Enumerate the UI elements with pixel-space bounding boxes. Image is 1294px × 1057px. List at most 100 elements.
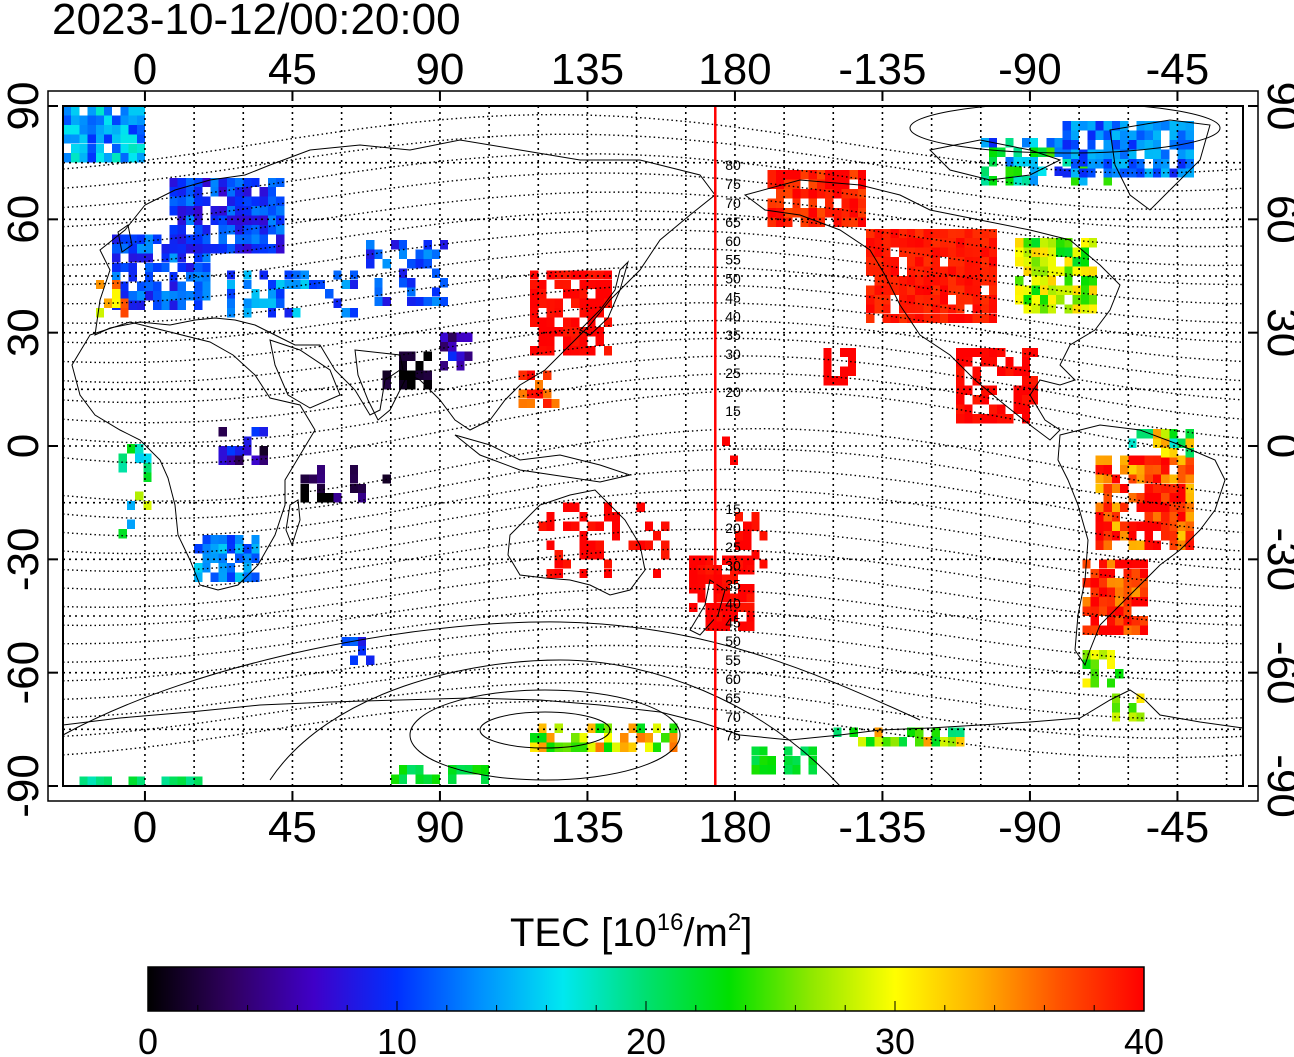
tec-cell <box>1161 149 1170 159</box>
tec-cell <box>251 553 260 564</box>
tec-cell <box>235 572 244 582</box>
tec-cell <box>636 502 645 513</box>
tec-cell <box>831 376 840 386</box>
tec-cell <box>579 568 588 579</box>
tec-cell <box>730 593 739 603</box>
tec-cell <box>194 300 203 310</box>
tec-cell <box>1128 140 1137 150</box>
tec-cell <box>1185 455 1194 465</box>
tec-cell <box>980 238 989 248</box>
tec-cell <box>579 512 588 522</box>
tec-cell <box>697 574 706 584</box>
tec-cell <box>267 196 277 207</box>
lat-label-left: -30 <box>0 528 48 592</box>
tec-cell <box>1021 366 1030 377</box>
tec-cell <box>112 234 121 244</box>
tec-cell <box>1169 521 1178 531</box>
tec-cell <box>989 294 998 305</box>
tec-cell <box>1169 429 1178 439</box>
tec-cell <box>1072 247 1081 258</box>
tec-cell <box>738 621 747 632</box>
tec-cell <box>95 776 104 786</box>
tec-cell <box>538 723 547 734</box>
tec-cell <box>980 313 989 324</box>
tec-cell <box>112 298 121 309</box>
mlat-contour <box>63 700 1243 759</box>
tec-cell <box>989 147 998 157</box>
tec-cell <box>1021 175 1030 186</box>
mlat-label-group: 80 75 70 65 60 55 50 45 40 35 30 25 20 15 15 20 25 30 35 40… <box>725 157 741 744</box>
tec-cell <box>1128 149 1137 159</box>
tec-cell <box>1021 157 1030 167</box>
tec-cell <box>259 243 268 254</box>
tec-cell <box>1021 357 1030 367</box>
tec-cell <box>1023 294 1032 305</box>
tec-cell <box>1039 285 1048 295</box>
tec-cell <box>1056 294 1065 305</box>
tec-cell <box>898 294 907 305</box>
tec-cell <box>980 413 989 424</box>
tec-cell <box>1103 512 1112 522</box>
tec-cell <box>136 124 145 135</box>
tec-cell <box>1090 625 1099 635</box>
tec-cell <box>603 345 612 356</box>
tec-cell <box>267 289 277 299</box>
tec-cell <box>554 327 563 337</box>
tec-cell <box>816 208 826 218</box>
tec-cell <box>628 723 637 734</box>
tec-cell <box>1111 474 1121 484</box>
tec-cell <box>751 755 760 766</box>
tec-cell <box>730 455 739 465</box>
tec-cell <box>890 266 899 276</box>
lon-label-top: -45 <box>1146 45 1210 94</box>
tec-cell <box>1123 568 1132 579</box>
tec-cell <box>923 736 932 747</box>
tec-cell <box>713 612 722 622</box>
tec-cell <box>997 147 1006 157</box>
tec-cell <box>644 742 653 752</box>
tec-cell <box>705 621 714 632</box>
tec-cell <box>185 206 195 216</box>
tec-cell <box>1090 668 1099 679</box>
tec-cell <box>526 370 535 380</box>
tec-cell <box>1152 121 1162 131</box>
tec-cell <box>194 776 203 786</box>
tec-cell <box>135 444 144 454</box>
tec-cell <box>956 247 965 258</box>
tec-cell <box>55 125 63 134</box>
map-plot-area: 80 75 70 65 60 55 50 45 40 35 30 25 20 15 15 20 25 30 35 40… <box>47 90 1259 802</box>
tec-cell <box>823 376 832 386</box>
tec-cell <box>267 243 277 254</box>
tec-cell <box>989 385 998 395</box>
tec-cell <box>95 153 104 163</box>
tec-cell <box>464 332 473 343</box>
tec-cell <box>980 395 989 405</box>
tec-cell <box>915 313 924 324</box>
tec-cell <box>587 327 596 337</box>
tec-cell <box>267 279 277 290</box>
tec-cell <box>259 225 268 235</box>
tec-cell <box>104 134 113 144</box>
tec-cell <box>956 413 965 424</box>
tec-cell <box>143 472 152 482</box>
tec-cell <box>767 755 776 766</box>
tec-cell <box>161 262 170 273</box>
tec-cell <box>989 228 998 239</box>
tec-cell <box>759 559 768 569</box>
colorbar-tick-label: 20 <box>626 1021 666 1057</box>
tec-cell <box>1115 559 1124 569</box>
tec-cell <box>374 249 383 259</box>
tec-cell <box>697 593 706 603</box>
tec-cell <box>800 746 809 756</box>
tec-cell <box>1107 659 1116 669</box>
tec-cell <box>439 361 449 371</box>
tec-cell <box>95 124 104 135</box>
mlat-label: 25 <box>725 539 741 555</box>
tec-cell <box>792 765 801 775</box>
tec-cell <box>989 238 998 248</box>
tec-cell <box>857 189 867 199</box>
tec-cell <box>1023 285 1032 295</box>
tec-cell <box>866 247 875 258</box>
tec-cell <box>1046 138 1055 148</box>
tec-cell <box>808 179 817 190</box>
